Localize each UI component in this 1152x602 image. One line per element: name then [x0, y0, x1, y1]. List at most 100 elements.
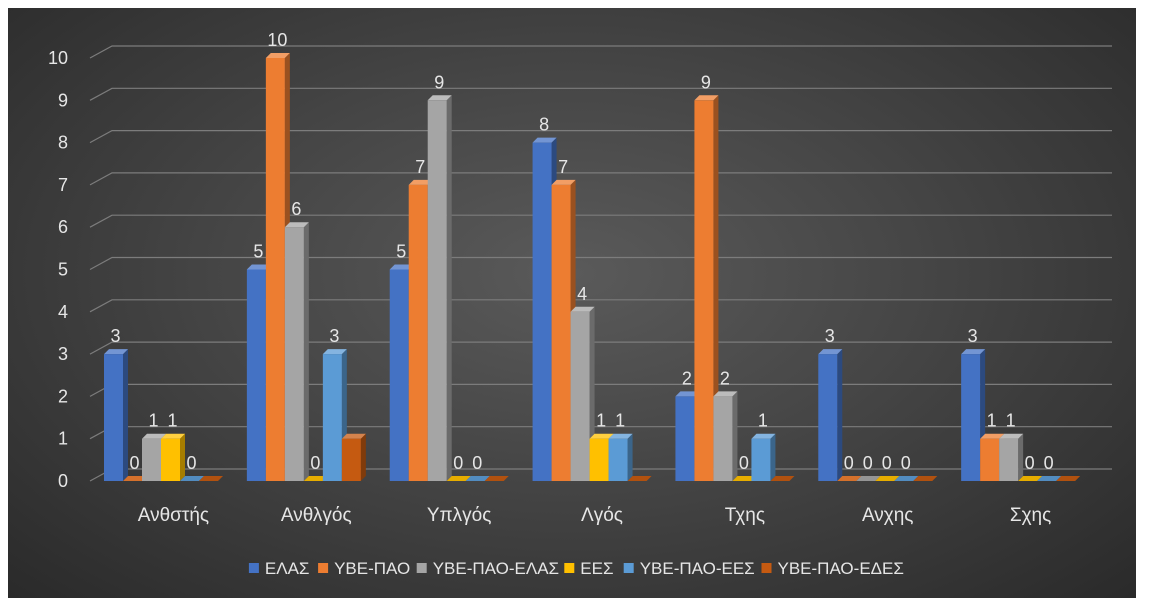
bar-top	[104, 349, 128, 355]
data-label: 4	[577, 284, 587, 304]
x-category-label: Ανχης	[862, 505, 914, 526]
bar-side	[123, 349, 128, 481]
legend-swatch	[248, 563, 259, 573]
bar-zero	[770, 476, 795, 481]
bar-side	[770, 433, 776, 481]
legend: ΕΛΑΣ ΥΒΕ-ΠΑΟ ΥΒΕ-ΠΑΟ-ΕΛΑΣ ΕΕΣ ΥΒΕ-ΠΑΟ-ΕΕΣ ΥΒΕ…	[248, 559, 904, 578]
chart-area: 0 1 2 3 4 5 6 7 8 9 10 3 0 1 1 0 5 10 6 0 3 5 7 9 0 0 8 7 4 1 1 2 9 2 0 1 3…	[8, 8, 1136, 598]
bar-zero	[1037, 476, 1062, 481]
bar-zero	[732, 476, 757, 481]
data-label: 2	[720, 368, 730, 388]
bar	[341, 438, 361, 481]
gridlines	[89, 45, 1112, 482]
bar	[142, 438, 161, 481]
bar-top	[408, 179, 433, 185]
y-tick-label: 6	[58, 217, 68, 237]
bars	[104, 53, 1081, 482]
bar-top	[284, 222, 309, 228]
bar-zero	[303, 476, 328, 481]
bar	[980, 438, 1000, 481]
bar-zero	[1056, 476, 1081, 481]
bar	[751, 438, 771, 481]
x-category-label: Λγός	[581, 505, 623, 526]
data-label: 0	[901, 453, 911, 473]
x-category-label: Ανθλγός	[281, 505, 352, 526]
bar	[694, 100, 714, 482]
y-tick-label: 2	[58, 386, 68, 406]
bar	[818, 354, 838, 481]
data-label: 1	[1006, 411, 1016, 431]
bar-zero	[913, 476, 938, 481]
legend-label: ΥΒΕ-ΠΑΟ-ΕΕΣ	[640, 559, 755, 578]
bar	[570, 311, 590, 481]
bar-top	[570, 306, 595, 312]
bar	[713, 396, 733, 481]
bar-top	[265, 53, 290, 58]
bar-side	[1018, 433, 1024, 481]
bar-top	[961, 349, 986, 355]
bar-top	[713, 391, 738, 397]
legend-swatch	[761, 563, 772, 573]
y-tick-label: 10	[48, 48, 68, 68]
bar-zero	[199, 476, 223, 481]
legend-label: ΕΕΣ	[580, 559, 613, 578]
data-label: 7	[558, 157, 568, 177]
bar-zero	[875, 476, 900, 481]
bar-zero	[837, 476, 862, 481]
bar	[408, 184, 428, 481]
legend-label: ΥΒΕ-ΠΑΟ	[334, 559, 410, 578]
y-tick-label: 8	[58, 133, 68, 153]
data-label: 1	[987, 411, 997, 431]
data-label: 8	[539, 115, 549, 135]
data-label: 7	[415, 157, 425, 177]
gridline	[89, 87, 1112, 101]
data-label: 1	[167, 411, 177, 431]
bar-side	[837, 349, 843, 481]
bar-top	[322, 349, 347, 355]
bar	[427, 100, 447, 482]
bar-side	[360, 433, 366, 481]
bar-top	[427, 95, 452, 101]
data-label: 1	[758, 411, 768, 431]
legend-label: ΥΒΕ-ΠΑΟ-ΕΛΑΣ	[433, 559, 559, 578]
bar-zero	[894, 476, 919, 481]
legend-label: ΕΛΑΣ	[265, 559, 310, 578]
y-tick-label: 3	[58, 344, 68, 364]
data-label: 0	[1044, 453, 1054, 473]
gridline	[89, 383, 1112, 397]
gridline	[89, 214, 1112, 228]
data-label: 0	[1025, 453, 1035, 473]
y-tick-label: 0	[58, 471, 68, 491]
data-label: 0	[186, 453, 196, 473]
legend-swatch	[623, 563, 634, 573]
data-label: 9	[701, 72, 711, 92]
data-label: 1	[596, 411, 606, 431]
legend-item: ΥΒΕ-ΠΑΟ	[318, 559, 410, 578]
bar-top	[246, 264, 271, 270]
bar-top	[551, 179, 576, 185]
legend-item: ΕΕΣ	[564, 559, 613, 578]
bar-top	[999, 433, 1024, 439]
data-label: 0	[310, 453, 320, 473]
legend-item: ΥΒΕ-ΠΑΟ-ΕΛΑΣ	[416, 559, 559, 578]
bar	[532, 142, 552, 481]
x-category-label: Ανθστής	[138, 505, 209, 526]
legend-swatch	[564, 563, 575, 573]
data-label: 0	[863, 453, 873, 473]
data-label: 3	[329, 326, 339, 346]
bar-top	[694, 95, 719, 101]
bar-top	[161, 433, 185, 439]
bar-side	[180, 433, 185, 481]
data-label: 0	[739, 453, 749, 473]
data-label: 9	[434, 72, 444, 92]
bar-zero	[484, 476, 509, 481]
bar-top	[818, 349, 843, 355]
legend-swatch	[318, 563, 329, 573]
bar	[589, 438, 609, 481]
gridline	[89, 130, 1112, 144]
bar	[161, 438, 180, 481]
x-category-label: Τχης	[725, 505, 765, 526]
bar-top	[589, 433, 614, 439]
data-label: 3	[825, 326, 835, 346]
